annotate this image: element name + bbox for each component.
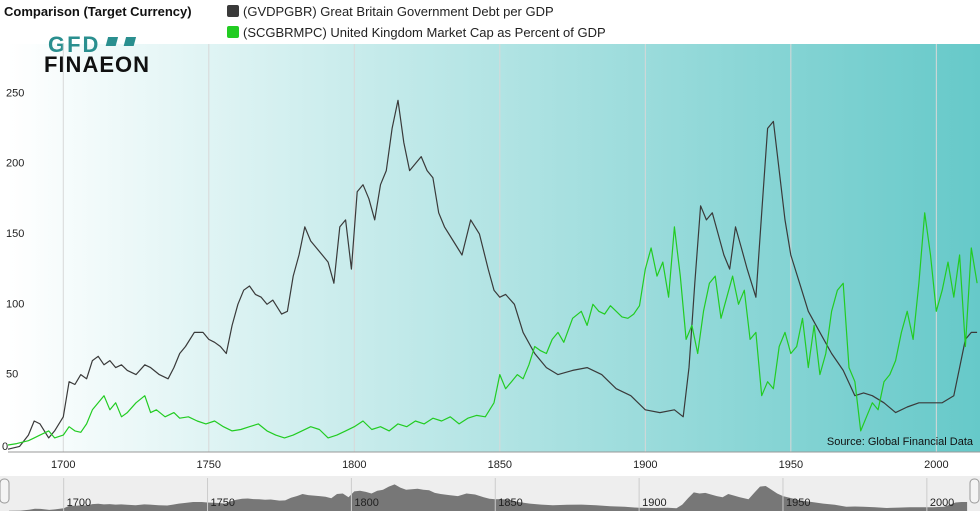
- y-tick-label: 100: [6, 298, 24, 310]
- legend-title: Comparison (Target Currency): [4, 4, 192, 19]
- navigator-tick-label: 1950: [786, 497, 810, 509]
- navigator-tick-label: 1700: [67, 497, 91, 509]
- source-note: Source: Global Financial Data: [827, 436, 974, 448]
- navigator-tick-label: 1900: [642, 497, 666, 509]
- y-axis: 50 100 150 200 250 0: [2, 87, 24, 453]
- y-tick-label: 150: [6, 228, 24, 240]
- y-tick-label: 0: [2, 441, 8, 453]
- x-tick-label: 1700: [51, 459, 75, 471]
- navigator-handle-right[interactable]: [969, 478, 980, 504]
- y-tick-label: 200: [6, 158, 24, 170]
- plot-background: [8, 44, 980, 452]
- navigator-series: [9, 484, 968, 511]
- legend-swatch-debt[interactable]: [227, 5, 239, 17]
- x-tick-label: 1900: [633, 459, 657, 471]
- y-tick-label: 50: [6, 369, 18, 381]
- navigator-tick-label: 1850: [498, 497, 522, 509]
- x-tick-label: 1800: [342, 459, 366, 471]
- y-tick-label: 250: [6, 87, 24, 99]
- svg-text:FINAEON: FINAEON: [44, 52, 150, 77]
- series-layer: [7, 99, 978, 450]
- x-tick-label: 2000: [924, 459, 948, 471]
- series-line-marketcap[interactable]: [7, 212, 978, 446]
- x-tick-label: 1950: [779, 459, 803, 471]
- navigator-tick-label: 1800: [354, 497, 378, 509]
- legend-label-debt[interactable]: (GVDPGBR) Great Britain Government Debt …: [243, 4, 554, 19]
- svg-text:GFD: GFD: [48, 32, 100, 57]
- x-tick-label: 1850: [488, 459, 512, 471]
- navigator-tick-label: 2000: [930, 497, 954, 509]
- series-line-debt[interactable]: [7, 99, 978, 450]
- x-tick-label: 1750: [197, 459, 221, 471]
- legend-label-marketcap[interactable]: (SCGBRMPC) United Kingdom Market Cap as …: [243, 25, 606, 40]
- legend-swatch-marketcap[interactable]: [227, 26, 239, 38]
- navigator-axis: 1700 1750 1800 1850 1900 1950 2000: [63, 478, 954, 511]
- navigator-handle-left[interactable]: [0, 478, 10, 504]
- x-axis: 1700 1750 1800 1850 1900 1950 2000: [8, 44, 980, 471]
- gfd-finaeon-logo: GFD FINAEON: [44, 32, 150, 77]
- navigator-tick-label: 1750: [211, 497, 235, 509]
